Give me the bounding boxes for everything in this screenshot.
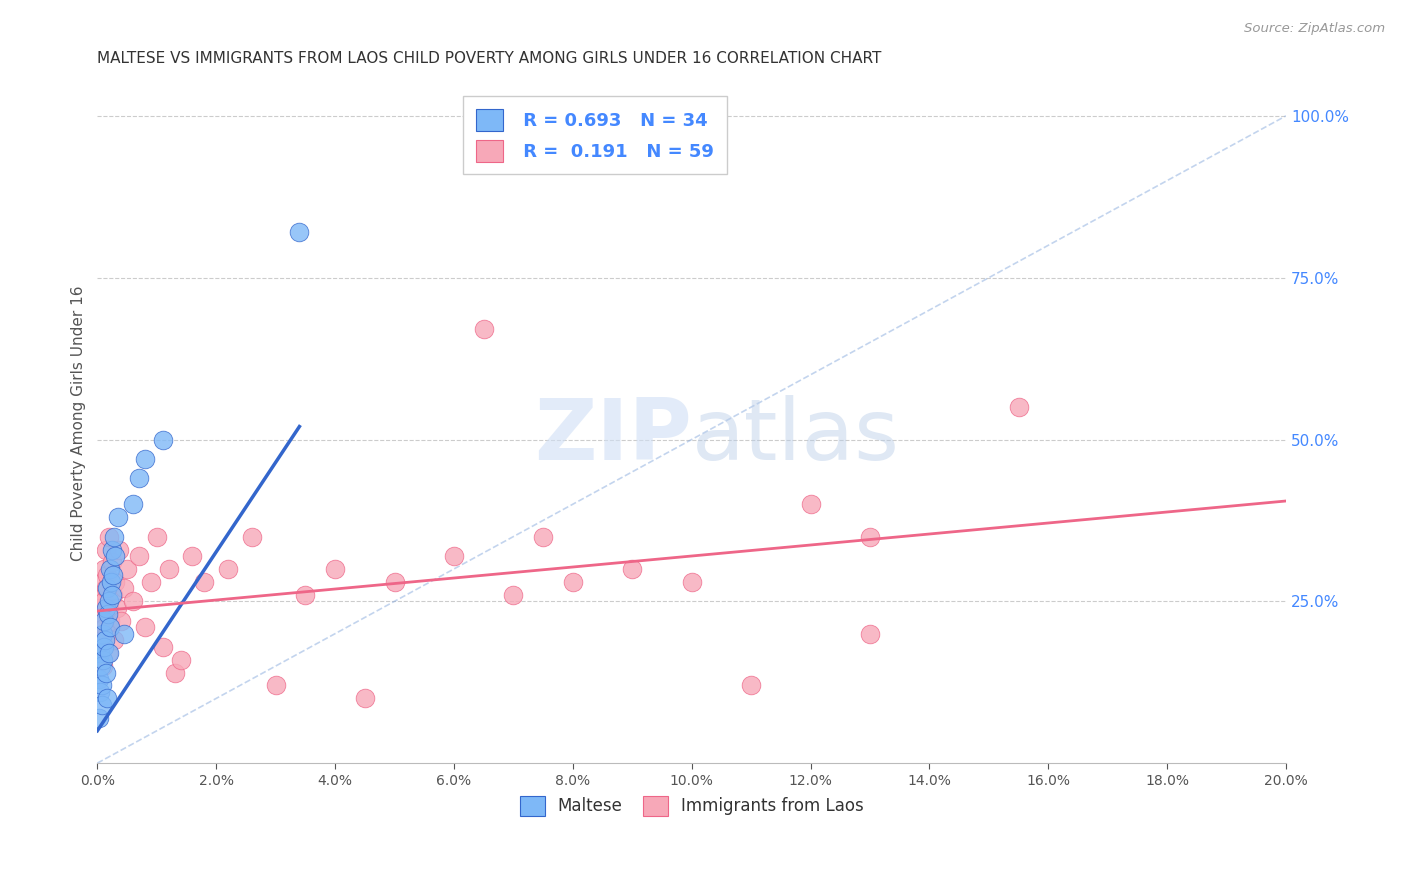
Point [152,433,174,447]
Point [87,626,110,640]
Point [323,562,346,576]
Point [100,542,122,557]
Point [90,659,112,673]
Point [621,562,644,576]
Point [100,614,122,628]
Point [384,574,406,589]
Point [443,549,465,563]
Point [1007,400,1029,414]
Point [169,652,191,666]
Point [288,226,311,240]
Point [240,530,263,544]
Point [93,594,115,608]
Point [122,594,145,608]
Point [134,451,156,466]
Point [96,665,118,680]
Point [89,685,111,699]
Point [98,594,121,608]
Point [96,691,118,706]
Point [103,530,125,544]
Point [112,582,135,596]
Point [91,652,114,666]
Y-axis label: Child Poverty Among Girls Under 16: Child Poverty Among Girls Under 16 [72,285,86,561]
Legend: Maltese, Immigrants from Laos: Maltese, Immigrants from Laos [513,789,870,822]
Point [89,600,111,615]
Point [89,672,111,686]
Point [101,568,124,582]
Point [94,600,117,615]
Point [115,562,138,576]
Point [101,588,124,602]
Point [91,698,114,712]
Point [859,626,882,640]
Point [859,530,882,544]
Point [93,614,115,628]
Point [94,620,117,634]
Point [134,620,156,634]
Point [97,646,120,660]
Point [89,588,111,602]
Point [91,626,114,640]
Point [96,626,118,640]
Point [353,691,375,706]
Point [181,549,204,563]
Text: ZIP: ZIP [534,395,692,478]
Point [91,607,114,622]
Point [104,574,127,589]
Point [294,588,316,602]
Point [110,614,132,628]
Point [561,574,583,589]
Point [94,542,117,557]
Point [107,542,129,557]
Text: Source: ZipAtlas.com: Source: ZipAtlas.com [1244,22,1385,36]
Point [89,640,111,654]
Point [100,556,122,570]
Point [87,711,110,725]
Point [96,582,118,596]
Point [107,510,129,524]
Point [94,633,117,648]
Point [472,322,495,336]
Text: MALTESE VS IMMIGRANTS FROM LAOS CHILD POVERTY AMONG GIRLS UNDER 16 CORRELATION C: MALTESE VS IMMIGRANTS FROM LAOS CHILD PO… [97,51,882,66]
Point [128,471,150,485]
Point [93,640,115,654]
Point [122,497,145,511]
Point [98,620,121,634]
Point [97,607,120,622]
Point [799,497,821,511]
Point [104,549,127,563]
Point [90,678,112,692]
Point [681,574,703,589]
Point [100,574,122,589]
Point [740,678,762,692]
Point [112,626,135,640]
Point [502,588,524,602]
Point [91,659,114,673]
Point [89,646,111,660]
Point [101,588,124,602]
Point [97,600,120,615]
Point [152,640,174,654]
Point [193,574,215,589]
Point [139,574,162,589]
Point [163,665,186,680]
Point [128,549,150,563]
Point [531,530,554,544]
Point [264,678,287,692]
Point [100,562,122,576]
Point [217,562,239,576]
Point [93,562,115,576]
Point [146,530,169,544]
Point [90,614,112,628]
Point [91,574,114,589]
Point [96,568,118,582]
Point [98,530,121,544]
Point [96,582,118,596]
Point [157,562,180,576]
Point [103,633,125,648]
Text: atlas: atlas [692,395,900,478]
Point [97,646,120,660]
Point [90,633,112,648]
Point [105,600,128,615]
